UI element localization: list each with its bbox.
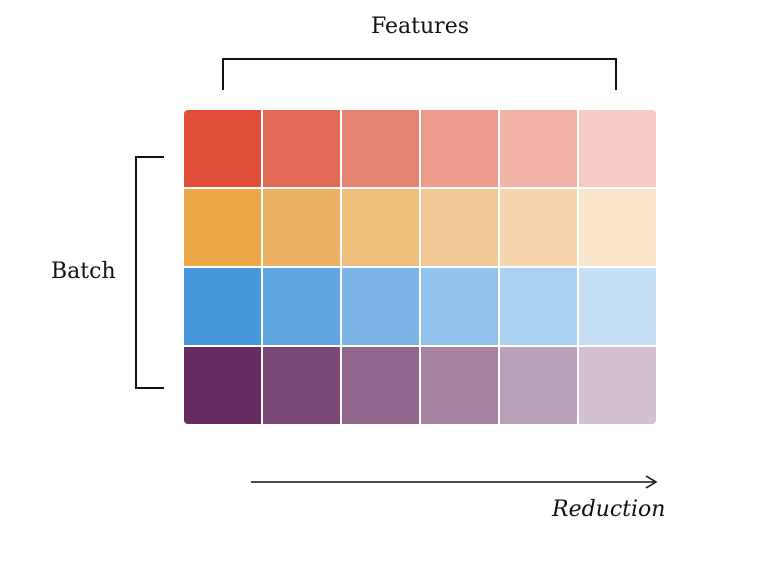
grid-cell [421, 347, 498, 424]
grid-cell [342, 347, 419, 424]
grid-cell [579, 268, 656, 345]
grid-cell [263, 189, 340, 266]
grid-cell [500, 110, 577, 187]
grid-cell [579, 347, 656, 424]
grid-cell [500, 268, 577, 345]
grid-cell [421, 110, 498, 187]
grid-cell [500, 347, 577, 424]
features-label: Features [370, 14, 470, 39]
grid-cell [263, 268, 340, 345]
batch-label: Batch [51, 259, 116, 284]
grid-cell [263, 110, 340, 187]
grid-cell [263, 347, 340, 424]
grid-cell [184, 189, 261, 266]
grid-cell [421, 189, 498, 266]
grid-cell [500, 189, 577, 266]
grid-cell [579, 110, 656, 187]
reduction-arrow-head [645, 475, 658, 489]
grid-cell [184, 347, 261, 424]
grid-cell [184, 110, 261, 187]
batch-bracket [135, 156, 164, 389]
features-bracket [222, 58, 617, 90]
grid-cell [184, 268, 261, 345]
grid-cell [342, 110, 419, 187]
grid-cell [421, 268, 498, 345]
grid-cell [342, 189, 419, 266]
batch-feature-grid [184, 110, 656, 424]
grid-cell [342, 268, 419, 345]
reduction-label: Reduction [552, 497, 666, 522]
grid-cell [579, 189, 656, 266]
